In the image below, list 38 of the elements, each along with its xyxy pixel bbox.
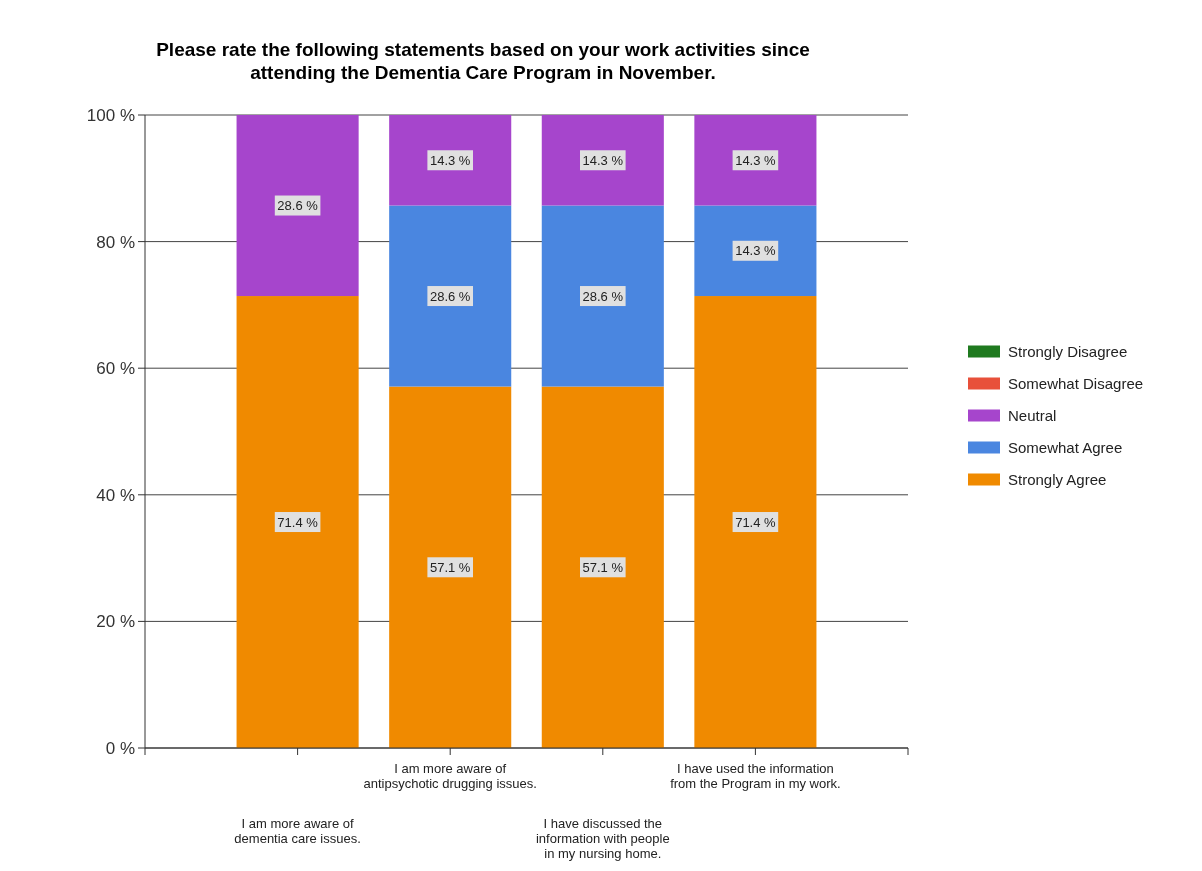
y-tick-label: 80 % <box>96 232 135 252</box>
data-label: 14.3 % <box>735 152 777 168</box>
chart-title: Please rate the following statements based on your work activities since attending the Dementia Care Program in November. <box>156 39 810 83</box>
legend-label: Strongly Disagree <box>1008 342 1128 360</box>
data-label: 28.6 % <box>277 198 319 214</box>
x-tick-label: I am more aware of antipsychotic drugging issues. <box>363 761 537 791</box>
data-label: 14.3 % <box>735 243 777 259</box>
legend-label: Neutral <box>1008 406 1057 424</box>
bar <box>389 115 512 206</box>
bar <box>389 205 512 387</box>
bar <box>541 205 664 387</box>
y-tick-label: 40 % <box>96 485 135 505</box>
bar <box>694 205 817 297</box>
bar <box>694 296 817 748</box>
data-label: 71.4 % <box>277 514 319 530</box>
data-label: 57.1 % <box>429 559 471 575</box>
x-tick-label: I have used the information from the Program in my work. <box>670 761 841 791</box>
legend-label: Strongly Agree <box>1008 470 1107 488</box>
y-tick-label: 0 % <box>105 739 135 758</box>
data-label: 28.6 % <box>582 288 624 304</box>
bar <box>389 386 512 748</box>
data-label: 57.1 % <box>582 559 624 575</box>
y-tick-label: 60 % <box>96 359 135 379</box>
x-tick-label: I am more aware of dementia care issues. <box>234 816 361 846</box>
data-label: 28.6 % <box>429 288 471 304</box>
data-label: 71.4 % <box>735 514 777 530</box>
bar <box>236 115 359 297</box>
bar <box>236 296 359 748</box>
data-label: 14.3 % <box>582 152 624 168</box>
legend-label: Somewhat Disagree <box>1008 374 1144 392</box>
bar <box>541 115 664 206</box>
x-tick-label: I have discussed the information with people in my nursing home. <box>535 816 670 861</box>
legend-label: Somewhat Agree <box>1008 438 1123 456</box>
y-tick-label: 20 % <box>96 612 135 632</box>
y-tick-label: 100 % <box>86 106 135 125</box>
bar <box>541 386 664 748</box>
bar <box>694 115 817 206</box>
data-label: 14.3 % <box>429 152 471 168</box>
